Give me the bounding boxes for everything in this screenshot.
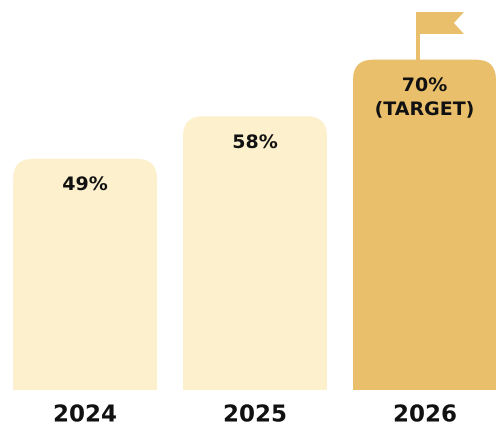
bar <box>183 116 327 390</box>
value-label: 49% <box>62 173 107 195</box>
x-tick-label: 2024 <box>53 402 117 428</box>
value-label: 58% <box>232 131 277 153</box>
x-tick-label: 2025 <box>223 402 287 428</box>
bar <box>353 59 496 390</box>
x-tick-label: 2026 <box>393 402 457 428</box>
bar <box>13 158 157 390</box>
flag <box>416 12 464 62</box>
value-label: 70% <box>402 74 447 96</box>
annotation: (TARGET) <box>375 98 475 120</box>
